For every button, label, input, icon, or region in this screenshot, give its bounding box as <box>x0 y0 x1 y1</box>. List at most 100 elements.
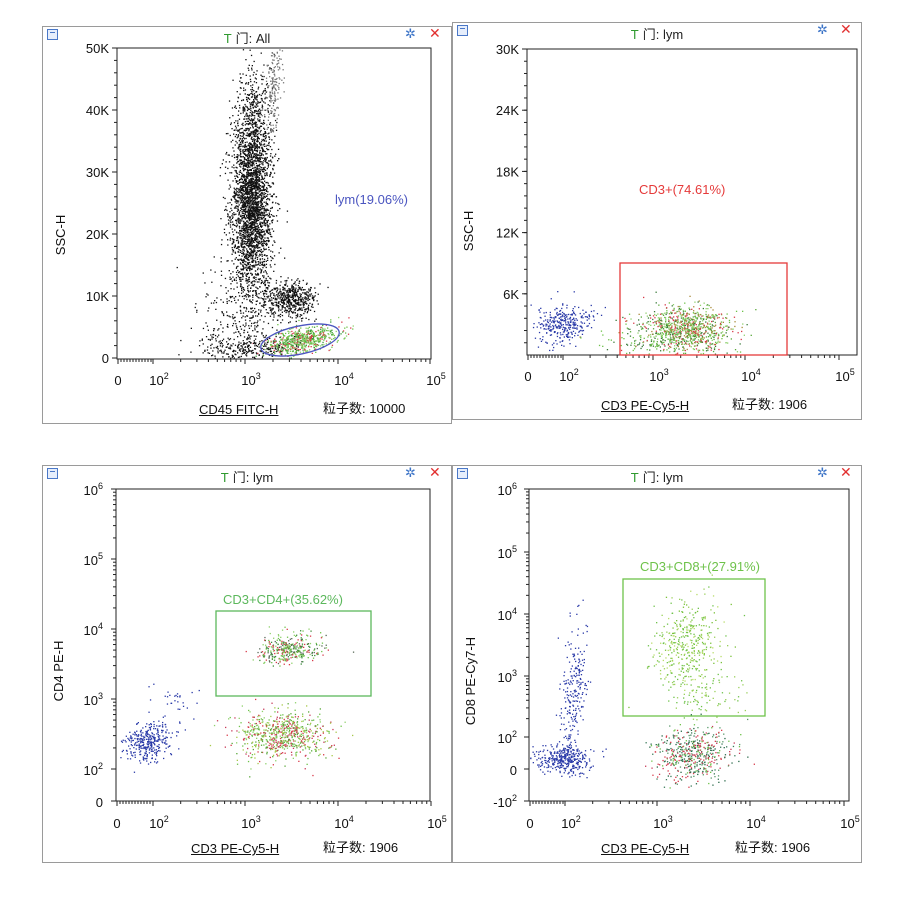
x-tick-label: 102 <box>559 367 578 384</box>
panel-titlebar: T 门: lym ✲ ✕ <box>453 465 861 485</box>
plot-panel-2: T 门: lym ✲ ✕ 6K 12K 18K 24K 30K 0 102 103 104 105 … <box>452 22 862 420</box>
panel-titlebar: T 门: lym ✲ ✕ <box>43 465 451 486</box>
event-population <box>580 310 731 355</box>
y-tick-label: 24K <box>496 103 519 118</box>
event-population <box>255 276 329 324</box>
y-tick-label: 106 <box>84 481 103 498</box>
plot-frame <box>528 488 850 802</box>
cd3-cd4-gate[interactable] <box>215 610 372 697</box>
event-dots <box>530 291 757 356</box>
window-icon[interactable] <box>457 468 468 479</box>
gate-type-letter: T <box>630 470 639 485</box>
x-tick-label: 0 <box>524 369 531 384</box>
y-tick-label: 105 <box>84 551 103 568</box>
window-icon[interactable] <box>47 468 58 479</box>
gate-name: 门: lym <box>642 27 684 42</box>
close-icon[interactable]: ✕ <box>840 22 852 37</box>
y-tick-label: 20K <box>86 227 109 242</box>
y-tick-label: 103 <box>498 668 517 685</box>
scatter-plot: 0 102 103 104 105 106 0 102 103 104 105 CD3+CD4+(3… <box>51 481 447 831</box>
event-population <box>668 652 748 742</box>
event-population <box>645 713 755 789</box>
y-axis-label: SSC-H <box>461 211 476 251</box>
y-tick-label: 18K <box>496 164 519 179</box>
y-tick-label: 103 <box>84 691 103 708</box>
event-dots <box>120 626 355 778</box>
x-axis-label: CD3 PE-Cy5-H <box>601 841 690 856</box>
y-tick-label: 0 <box>96 795 103 810</box>
cd3-gate[interactable] <box>619 262 788 356</box>
panel-title: T 门: lym <box>453 24 861 43</box>
plot-panel-3: T 门: lym ✲ ✕ 0 102 103 104 105 106 0 102 103 104 10… <box>42 465 452 863</box>
y-axis: -102 0 102 103 104 105 106 <box>493 481 529 810</box>
y-tick-label: 12K <box>496 226 519 241</box>
y-tick-label: 105 <box>498 544 517 561</box>
x-axis <box>527 355 840 360</box>
y-tick-label: 10K <box>86 289 109 304</box>
x-tick-label: 0 <box>114 373 121 388</box>
y-axis-label: CD8 PE-Cy7-H <box>463 637 478 725</box>
event-population <box>176 239 302 359</box>
event-population <box>628 574 746 709</box>
settings-gear-icon[interactable]: ✲ <box>405 465 416 480</box>
scatter-plot: 6K 12K 18K 24K 30K 0 102 103 104 105 CD3+(74.61%)… <box>461 42 858 384</box>
gate-name: 门: All <box>235 31 271 46</box>
gate-label-cd3-cd4: CD3+CD4+(35.62%) <box>223 592 343 607</box>
y-axis: 0 102 103 104 105 106 <box>84 481 116 810</box>
y-tick-label: 50K <box>86 41 109 56</box>
y-tick-label: 0 <box>510 763 517 778</box>
gate-type-letter: T <box>220 470 229 485</box>
gate-name: 门: lym <box>642 470 684 485</box>
x-tick-label: 102 <box>149 371 168 388</box>
y-tick-label: 106 <box>498 481 517 498</box>
y-tick-label: 40K <box>86 103 109 118</box>
x-tick-label: 105 <box>427 814 446 831</box>
gate-label-cd3-cd8: CD3+CD8+(27.91%) <box>640 559 760 574</box>
y-axis: 0 10K 20K 30K 40K 50K <box>86 41 117 366</box>
close-icon[interactable]: ✕ <box>840 465 852 480</box>
event-population <box>552 599 592 778</box>
x-tick-labels: 0 102 103 104 105 <box>524 367 854 384</box>
event-count: 粒子数: 10000 <box>323 401 406 416</box>
event-population <box>530 291 606 352</box>
settings-gear-icon[interactable]: ✲ <box>405 26 416 41</box>
x-tick-label: 103 <box>241 371 260 388</box>
settings-gear-icon[interactable]: ✲ <box>817 465 828 480</box>
x-tick-label: 102 <box>149 814 168 831</box>
close-icon[interactable]: ✕ <box>429 26 441 41</box>
y-tick-label: 102 <box>498 729 517 746</box>
event-population <box>579 291 757 356</box>
window-icon[interactable] <box>457 25 468 36</box>
event-population <box>148 683 200 720</box>
x-tick-labels: 0 102 103 104 105 <box>113 814 446 831</box>
event-dots <box>176 49 354 360</box>
y-tick-label: 104 <box>498 606 517 623</box>
settings-gear-icon[interactable]: ✲ <box>817 22 828 37</box>
panel-titlebar: T 门: lym ✲ ✕ <box>453 22 861 43</box>
y-tick-label: 0 <box>102 351 109 366</box>
plot-panel-4: T 门: lym ✲ ✕ -102 0 102 103 104 105 106 0 102 103 1… <box>452 465 862 863</box>
plot-frame <box>116 47 432 360</box>
window-icon[interactable] <box>47 29 58 40</box>
panel-title: T 门: lym <box>43 467 451 486</box>
event-count: 粒子数: 1906 <box>735 840 811 855</box>
x-tick-label: 104 <box>334 814 353 831</box>
lym-gate[interactable] <box>258 318 342 362</box>
x-tick-label: 103 <box>653 814 672 831</box>
x-axis <box>117 359 431 364</box>
close-icon[interactable]: ✕ <box>429 465 441 480</box>
x-tick-label: 105 <box>426 371 445 388</box>
x-tick-labels: 0 102 103 104 105 <box>114 371 445 388</box>
x-tick-label: 105 <box>840 814 859 831</box>
y-tick-label: 30K <box>496 42 519 57</box>
event-population <box>245 626 355 667</box>
y-tick-label: 30K <box>86 165 109 180</box>
gate-label-lym: lym(19.06%) <box>335 192 408 207</box>
cd3-cd8-gate[interactable] <box>622 578 766 717</box>
event-count: 粒子数: 1906 <box>323 840 399 855</box>
event-count: 粒子数: 1906 <box>732 397 808 412</box>
gate-type-letter: T <box>223 31 232 46</box>
event-dots <box>530 574 755 789</box>
x-tick-label: 104 <box>746 814 765 831</box>
x-tick-label: 104 <box>334 371 353 388</box>
